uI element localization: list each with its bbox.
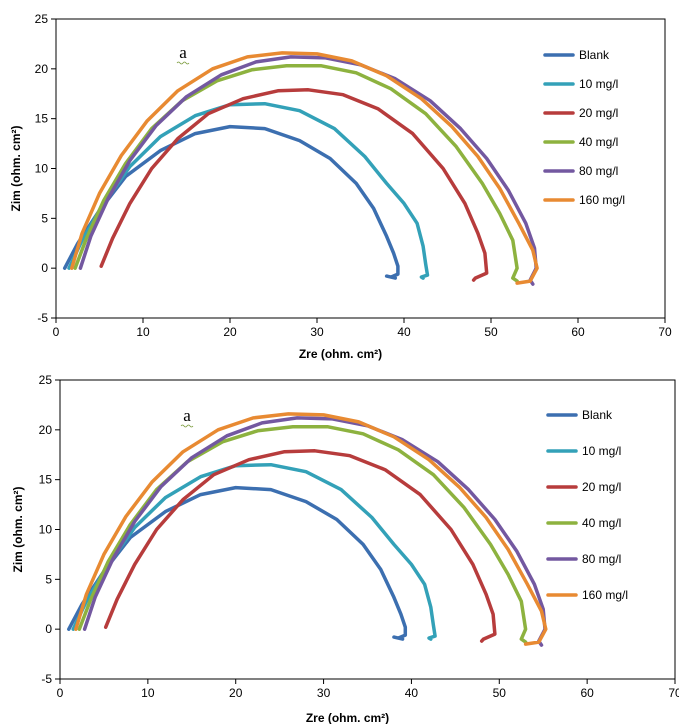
series-line-5: [69, 51, 539, 285]
nyquist-chart-bottom: 0 10 20 30 40 50 60 70 -5 0 5 10 15 20 25 Zre (ohm. cm²…: [11, 373, 679, 724]
series-line-1: [71, 462, 437, 641]
x-tick-label: 50: [493, 686, 507, 700]
panel-label: a: [179, 43, 187, 62]
series-line-2: [99, 88, 489, 282]
x-tick-label: 0: [53, 325, 60, 339]
panel-label-underline: [176, 61, 190, 65]
legend-label: 20 mg/l: [579, 106, 618, 120]
x-tick-label: 10: [141, 686, 155, 700]
y-tick-label: 15: [39, 473, 53, 487]
y-tick-label: -5: [41, 672, 52, 686]
legend-label: 160 mg/l: [582, 588, 628, 602]
y-tick-label: 15: [35, 112, 49, 126]
x-tick-label: 10: [136, 325, 150, 339]
x-tick-label: 60: [571, 325, 585, 339]
y-tick-label: 0: [41, 261, 48, 275]
legend-label: 10 mg/l: [582, 444, 621, 458]
x-tick-label: 20: [223, 325, 237, 339]
legend-label: 80 mg/l: [579, 164, 618, 178]
legend-label: 160 mg/l: [579, 193, 625, 207]
series-line-5: [74, 412, 548, 646]
x-tick-label: 70: [668, 686, 679, 700]
legend-label: 40 mg/l: [579, 135, 618, 149]
x-tick-label: 50: [484, 325, 498, 339]
x-axis-title: Zre (ohm. cm²): [299, 347, 382, 361]
y-tick-label: 10: [39, 523, 53, 537]
series-line-1: [67, 101, 430, 280]
legend-label: 40 mg/l: [582, 516, 621, 530]
legend-label: Blank: [579, 48, 610, 62]
series-line-3: [73, 64, 519, 283]
x-tick-label: 70: [658, 325, 672, 339]
series-line-2: [103, 449, 497, 643]
x-tick-label: 40: [397, 325, 411, 339]
y-tick-label: 25: [35, 12, 49, 26]
x-axis-title: Zre (ohm. cm²): [306, 711, 389, 724]
y-tick-label: 20: [35, 62, 49, 76]
x-tick-label: 40: [405, 686, 419, 700]
legend-label: 20 mg/l: [582, 480, 621, 494]
y-tick-label: 5: [41, 211, 48, 225]
x-tick-label: 0: [57, 686, 64, 700]
x-tick-label: 60: [580, 686, 594, 700]
y-tick-label: 10: [35, 162, 49, 176]
y-tick-label: 20: [39, 423, 53, 437]
y-tick-label: 5: [45, 572, 52, 586]
series-line-0: [67, 485, 408, 641]
x-tick-label: 30: [310, 325, 324, 339]
nyquist-chart-top: 0 10 20 30 40 50 60 70 -5 0 5 10 15 20 25 Zre (ohm. cm²…: [9, 12, 672, 361]
x-tick-label: 20: [229, 686, 243, 700]
panel-label: a: [183, 406, 191, 425]
legend-label: 10 mg/l: [579, 77, 618, 91]
y-tick-label: -5: [37, 311, 48, 325]
legend-label: 80 mg/l: [582, 552, 621, 566]
y-tick-label: 25: [39, 373, 53, 387]
series-line-3: [77, 425, 528, 644]
y-axis-title: Zim (ohm. cm²): [9, 125, 23, 211]
panel-label-underline: [180, 424, 194, 428]
y-tick-label: 0: [45, 622, 52, 636]
x-tick-label: 30: [317, 686, 331, 700]
series-line-0: [62, 124, 400, 280]
y-axis-title: Zim (ohm. cm²): [11, 486, 25, 572]
legend-label: Blank: [582, 408, 613, 422]
